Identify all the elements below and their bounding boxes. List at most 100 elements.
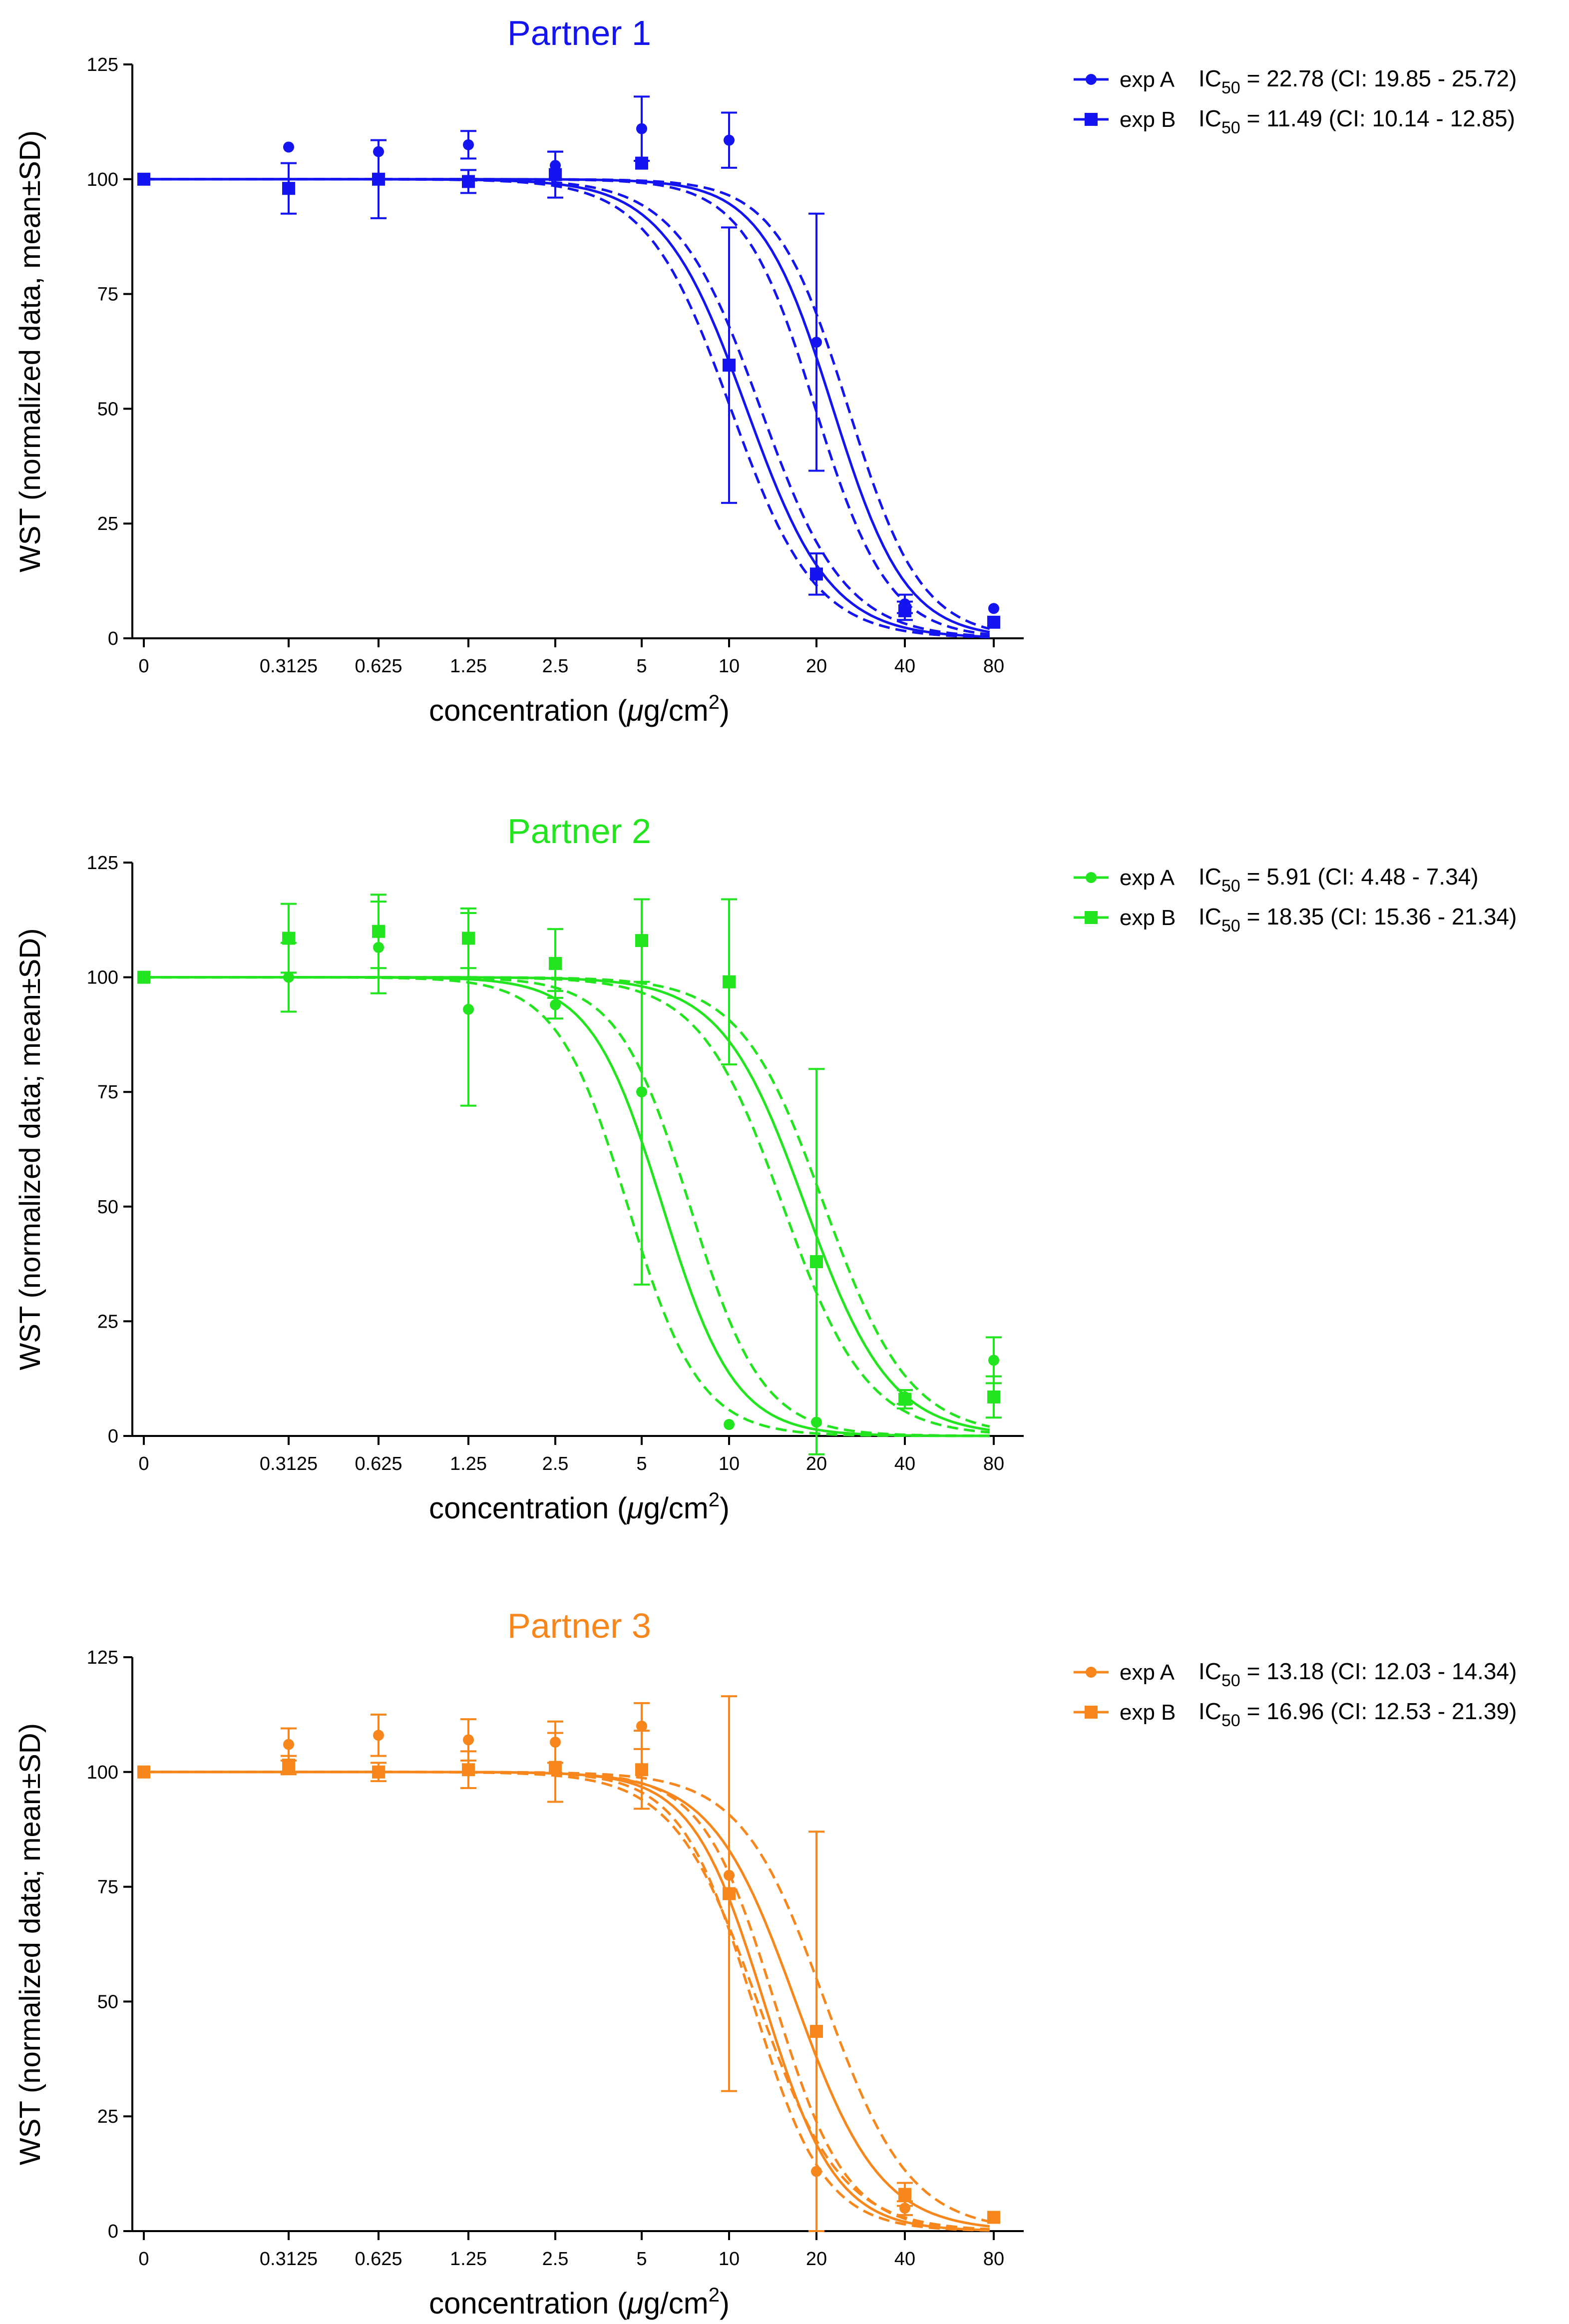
- x-label-sup: 2: [709, 2284, 720, 2306]
- x-tick-label: 80: [983, 656, 1004, 677]
- ic-sub: 50: [1221, 1711, 1240, 1730]
- data-point: [282, 1759, 295, 1772]
- x-label-mu: μ: [626, 2287, 644, 2320]
- legend-marker: [1086, 74, 1097, 85]
- ic50-label: IC50 = 22.78 (CI: 19.85 - 25.72): [1198, 65, 1517, 97]
- legend-marker: [1085, 911, 1098, 924]
- x-tick-label: 40: [894, 1453, 915, 1474]
- data-point: [283, 141, 294, 153]
- data-point: [372, 1765, 385, 1779]
- data-point: [723, 975, 736, 988]
- y-axis-label: WST (normalized data; mean±SD): [14, 929, 46, 1371]
- data-point: [283, 1739, 294, 1750]
- y-tick-label: 50: [97, 1197, 118, 1218]
- data-point: [811, 337, 822, 348]
- ic50-value: = 16.96 (CI: 12.53 - 21.39): [1240, 1698, 1517, 1724]
- y-tick-label: 25: [97, 513, 118, 534]
- fit-curve-exp-A: [144, 178, 990, 633]
- x-tick-label: 0: [138, 656, 149, 677]
- data-point: [550, 999, 561, 1010]
- x-label-suffix: ): [720, 2287, 730, 2320]
- data-point: [462, 1763, 475, 1777]
- ci-band-exp-B: [144, 1771, 990, 2223]
- data-point: [810, 567, 823, 581]
- ic-sub: 50: [1221, 877, 1240, 896]
- x-tick-label: 0.3125: [260, 2249, 318, 2270]
- data-point: [462, 931, 475, 945]
- x-label-mu: μ: [626, 694, 644, 727]
- data-point: [463, 139, 474, 150]
- ic50-value: = 22.78 (CI: 19.85 - 25.72): [1240, 65, 1517, 91]
- data-point: [549, 168, 562, 181]
- ic-sub: 50: [1221, 1671, 1240, 1690]
- ci-band-exp-B: [144, 178, 990, 639]
- series-exp-B: [137, 894, 1002, 1455]
- ic-prefix: IC: [1198, 904, 1221, 930]
- x-tick-label: 5: [636, 656, 647, 677]
- series-exp-A: [138, 95, 999, 614]
- y-tick-label: 100: [87, 967, 118, 988]
- x-tick-label: 20: [806, 656, 827, 677]
- ic50-label: IC50 = 13.18 (CI: 12.03 - 14.34): [1198, 1658, 1517, 1690]
- legend-marker: [1086, 872, 1097, 883]
- data-point: [137, 1765, 150, 1779]
- x-tick-label: 40: [894, 656, 915, 677]
- fit-curves: [144, 1771, 990, 2232]
- legend-item: exp A IC50 = 22.78 (CI: 19.85 - 25.72): [1074, 65, 1517, 97]
- ic50-value: = 18.35 (CI: 15.36 - 21.34): [1240, 904, 1517, 930]
- ic-prefix: IC: [1198, 1698, 1221, 1724]
- ic-prefix: IC: [1198, 65, 1221, 91]
- x-tick-label: 1.25: [450, 656, 487, 677]
- y-tick-label: 75: [97, 1082, 118, 1103]
- y-axis-label: WST (normalized data; mean±SD): [14, 1723, 46, 2165]
- x-label-prefix: concentration: [429, 1491, 617, 1525]
- chart-title: Partner 2: [507, 812, 651, 851]
- data-point: [723, 359, 736, 372]
- ci-band-exp-A: [143, 976, 990, 1437]
- x-label-prefix: concentration: [429, 694, 617, 727]
- data-point: [988, 603, 999, 614]
- ci-band-exp-B: [144, 1771, 990, 2231]
- x-label-suffix: ): [720, 1491, 730, 1525]
- y-tick-label: 0: [108, 1426, 118, 1447]
- ic50-label: IC50 = 5.91 (CI: 4.48 - 7.34): [1198, 864, 1479, 896]
- x-axis-label: concentration (μg/cm2): [429, 1489, 730, 1525]
- x-axis-label: concentration (μg/cm2): [429, 691, 730, 727]
- data-point: [635, 1763, 648, 1777]
- data-point: [636, 1720, 647, 1732]
- legend-label: exp B: [1120, 906, 1176, 930]
- chart-title: Partner 1: [507, 13, 651, 52]
- x-tick-label: 0.625: [355, 2249, 402, 2270]
- legend-item: exp A IC50 = 5.91 (CI: 4.48 - 7.34): [1074, 864, 1479, 896]
- legend-label: exp A: [1120, 866, 1175, 890]
- data-point: [810, 1255, 823, 1269]
- x-tick-label: 1.25: [450, 2249, 487, 2270]
- ic50-label: IC50 = 18.35 (CI: 15.36 - 21.34): [1198, 904, 1517, 935]
- y-axis-label: WST (normalized data, mean±SD): [14, 130, 46, 572]
- y-tick-label: 0: [108, 2221, 118, 2242]
- x-label-unit: g/cm: [644, 694, 709, 727]
- x-axis-label: concentration (μg/cm2): [429, 2284, 730, 2320]
- x-tick-label: 10: [719, 1453, 740, 1474]
- data-point: [724, 1419, 735, 1430]
- legend-marker: [1085, 1706, 1098, 1719]
- series-exp-B: [137, 139, 1000, 629]
- data-point: [462, 175, 475, 188]
- x-tick-label: 0.3125: [260, 656, 318, 677]
- legend-label: exp A: [1120, 1660, 1175, 1685]
- data-point: [137, 970, 150, 984]
- data-point: [898, 1393, 911, 1406]
- x-tick-label: 0.625: [355, 656, 402, 677]
- data-point: [549, 957, 562, 970]
- data-point: [282, 931, 295, 945]
- fit-curves: [144, 178, 990, 639]
- chart-title: Partner 3: [507, 1606, 651, 1645]
- data-point: [137, 172, 150, 186]
- ci-band-exp-B: [144, 178, 990, 638]
- data-point: [636, 123, 647, 134]
- data-point: [987, 2211, 1000, 2224]
- x-label-suffix: ): [720, 694, 730, 727]
- data-point: [283, 971, 294, 983]
- x-tick-label: 1.25: [450, 1453, 487, 1474]
